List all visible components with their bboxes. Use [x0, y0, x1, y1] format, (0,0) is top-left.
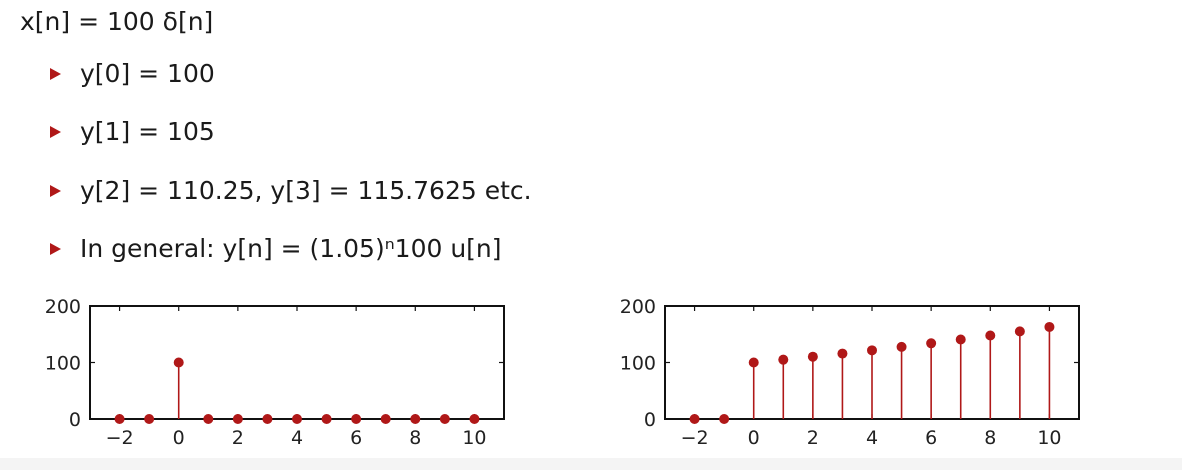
stem-marker: [380, 414, 391, 424]
stem-marker: [439, 414, 450, 424]
x-tick-label: 4: [866, 427, 878, 449]
y-tick-label: 200: [620, 296, 656, 318]
stem-marker: [114, 414, 125, 424]
stem-marker: [1014, 326, 1025, 337]
bullet-arrow-icon: [50, 243, 61, 255]
x-tick-label: 6: [925, 427, 937, 449]
signal-equation: x[n] = 100 δ[n]: [20, 7, 214, 36]
x-tick-label: 8: [984, 427, 996, 449]
x-tick-label: 2: [232, 427, 244, 449]
stem-marker: [262, 414, 273, 424]
stem-marker: [778, 354, 789, 365]
x-tick-label: 0: [748, 427, 760, 449]
stem-marker: [351, 414, 362, 424]
bullet-arrow-icon: [50, 126, 61, 138]
bullet-text: y[1] = 105: [80, 117, 215, 146]
x-tick-label: 4: [291, 427, 303, 449]
impulse-input-chart: 0 100 200 −2 0 2 4 6 8 10: [45, 296, 505, 449]
bullet-item: In general: y[n] = (1.05)ⁿ100 u[n]: [50, 233, 502, 265]
bullet-arrow-icon: [50, 68, 61, 80]
bullet-text: y[0] = 100: [80, 59, 215, 88]
y-tick-label: 0: [644, 409, 656, 431]
stem-marker: [144, 414, 155, 424]
stem-marker: [748, 357, 759, 368]
x-tick-label: 6: [350, 427, 362, 449]
plot-frame: [89, 305, 505, 420]
y-tick-label: 200: [45, 296, 81, 318]
stem-marker: [985, 330, 996, 341]
y-tick-label: 0: [69, 409, 81, 431]
stem-marker: [410, 414, 421, 424]
bullet-item: y[2] = 110.25, y[3] = 115.7625 etc.: [50, 175, 532, 207]
stem-marker: [173, 357, 184, 368]
x-tick-label: −2: [681, 427, 709, 449]
bullet-text: y[2] = 110.25, y[3] = 115.7625 etc.: [80, 176, 532, 205]
bottom-edge-strip: [0, 458, 1182, 470]
bullet-item: y[1] = 105: [50, 116, 215, 148]
y-tick-label: 100: [45, 353, 81, 375]
stem-marker: [955, 334, 966, 345]
stem-marker: [292, 414, 302, 424]
bullet-item: y[0] = 100: [50, 58, 215, 90]
stem-marker: [807, 351, 818, 362]
output-response-chart: 0 100 200 −2 0 2 4 6 8 10: [620, 296, 1080, 449]
stem-marker: [689, 414, 700, 424]
stem-marker: [926, 338, 937, 349]
stem-marker: [203, 414, 214, 424]
x-tick-label: 2: [807, 427, 819, 449]
impulse-input-stem-plot: 0 100 200 −2 0 2 4 6 8 10: [40, 292, 540, 466]
stem-marker: [321, 414, 332, 424]
bullet-text: In general: y[n] = (1.05)ⁿ100 u[n]: [80, 234, 502, 263]
stem-marker: [1044, 321, 1055, 332]
stem-marker: [867, 345, 877, 356]
output-response-stem-plot: 0 100 200 −2 0 2 4 6 8 10: [615, 292, 1115, 466]
stem-marker: [719, 414, 730, 424]
x-tick-label: 10: [462, 427, 486, 449]
y-tick-label: 100: [620, 353, 656, 375]
x-tick-label: −2: [106, 427, 134, 449]
x-tick-label: 8: [409, 427, 421, 449]
x-tick-label: 0: [173, 427, 185, 449]
bullet-arrow-icon: [50, 185, 61, 197]
stem-marker: [896, 341, 907, 352]
stem-marker: [837, 348, 848, 359]
x-tick-label: 10: [1037, 427, 1061, 449]
stem-marker: [469, 414, 480, 424]
stem-marker: [232, 414, 243, 424]
